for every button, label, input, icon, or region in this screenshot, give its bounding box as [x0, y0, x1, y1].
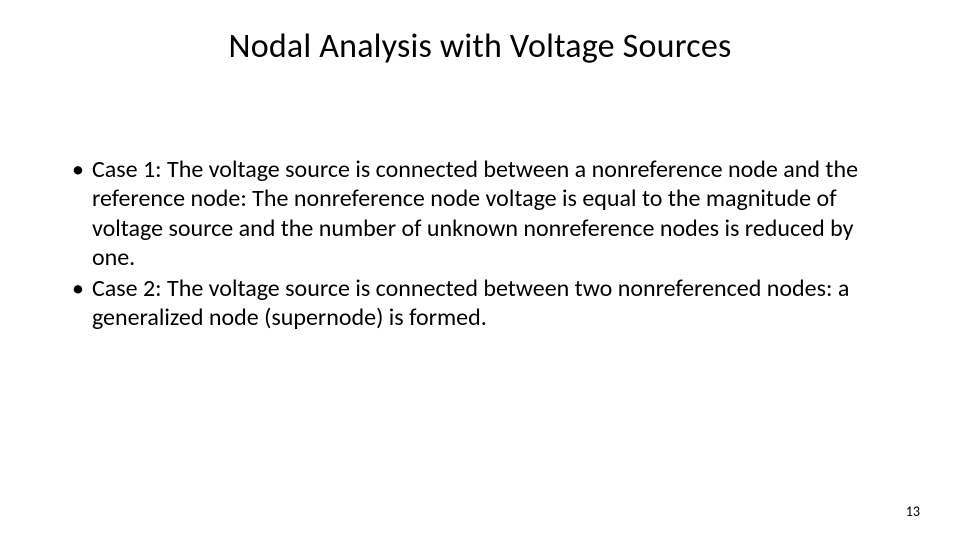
slide-title: Nodal Analysis with Voltage Sources — [72, 26, 888, 67]
bullet-text: Case 1: The voltage source is connected … — [92, 155, 888, 272]
slide-container: Nodal Analysis with Voltage Sources • Ca… — [0, 0, 960, 540]
bullet-text: Case 2: The voltage source is connected … — [92, 274, 888, 333]
bullet-item: • Case 2: The voltage source is connecte… — [72, 274, 888, 333]
bullet-marker-icon: • — [72, 155, 84, 272]
slide-content: • Case 1: The voltage source is connecte… — [72, 155, 888, 333]
bullet-marker-icon: • — [72, 274, 84, 333]
page-number: 13 — [906, 503, 920, 520]
bullet-item: • Case 1: The voltage source is connecte… — [72, 155, 888, 272]
